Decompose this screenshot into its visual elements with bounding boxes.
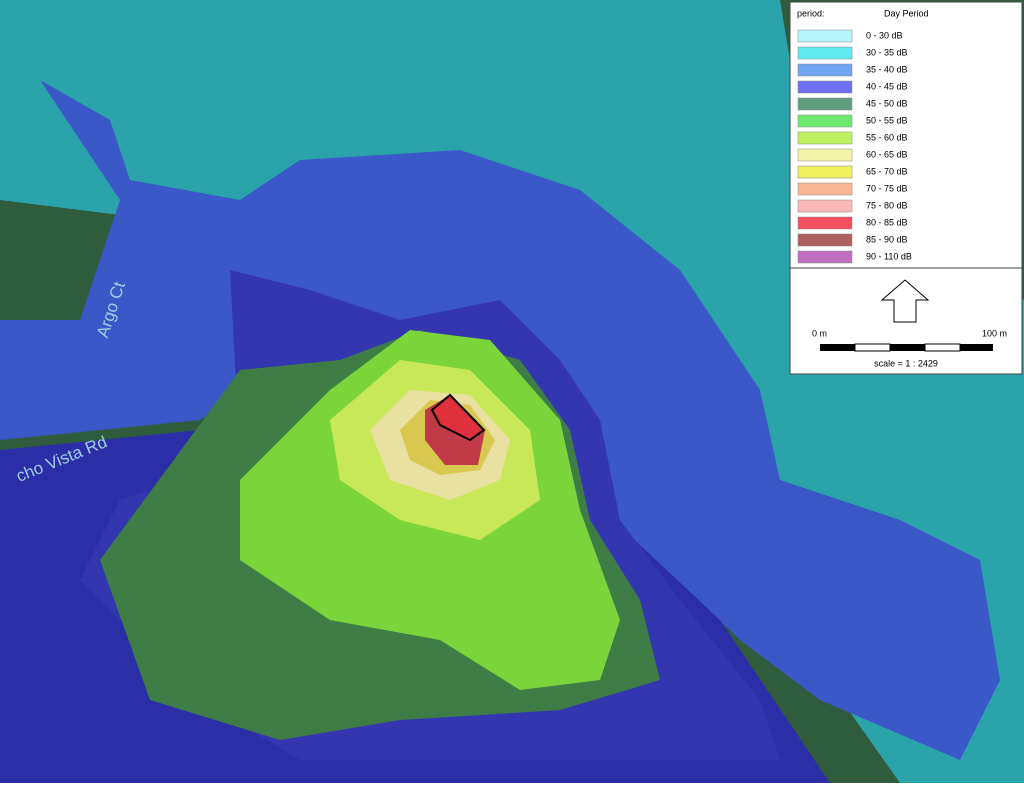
legend-swatch [797, 182, 853, 196]
legend-label: 70 - 75 dB [866, 183, 908, 193]
legend-panel: period: Day Period 0 - 30 dB 30 - 35 dB 35… [789, 1, 1023, 375]
legend-swatch [797, 216, 853, 230]
legend-label: 40 - 45 dB [866, 81, 908, 91]
legend-swatch [797, 165, 853, 179]
legend-swatch [797, 114, 853, 128]
legend-label: 35 - 40 dB [866, 64, 908, 74]
legend-label: 65 - 70 dB [866, 166, 908, 176]
legend-heading: period: [797, 8, 825, 18]
scale-bar [960, 344, 993, 351]
legend-label: 30 - 35 dB [866, 47, 908, 57]
legend-swatch [797, 46, 853, 60]
legend-label: 50 - 55 dB [866, 115, 908, 125]
legend-swatch [797, 250, 853, 264]
legend-swatch [797, 97, 853, 111]
legend-swatch [797, 131, 853, 145]
legend-swatch [797, 29, 853, 43]
legend-label: 55 - 60 dB [866, 132, 908, 142]
legend-swatch [797, 148, 853, 162]
legend-items: 0 - 30 dB 30 - 35 dB 35 - 40 dB 40 - 45 dB 4… [797, 29, 912, 264]
north-arrow [880, 279, 930, 323]
legend-swatch [797, 233, 853, 247]
legend-label: 90 - 110 dB [866, 251, 912, 261]
legend-label: 85 - 90 dB [866, 234, 908, 244]
legend-label: 80 - 85 dB [866, 217, 908, 227]
scale-bar [924, 343, 961, 352]
legend-swatch [797, 63, 853, 77]
scale-label: 100 m [982, 328, 1007, 338]
legend-label: 45 - 50 dB [866, 98, 908, 108]
scale-bar [820, 344, 855, 351]
building [430, 393, 486, 442]
scale-bar [890, 344, 925, 351]
legend-swatch [797, 80, 853, 94]
legend-swatch [797, 199, 853, 213]
scale-bar [854, 343, 891, 352]
scale-label: 0 m [812, 328, 827, 338]
legend-label: 60 - 65 dB [866, 149, 908, 159]
legend-label: 75 - 80 dB [866, 200, 908, 210]
legend-heading: Day Period [884, 8, 929, 18]
scale-ratio: scale = 1 : 2429 [874, 358, 938, 368]
legend-label: 0 - 30 dB [866, 30, 903, 40]
